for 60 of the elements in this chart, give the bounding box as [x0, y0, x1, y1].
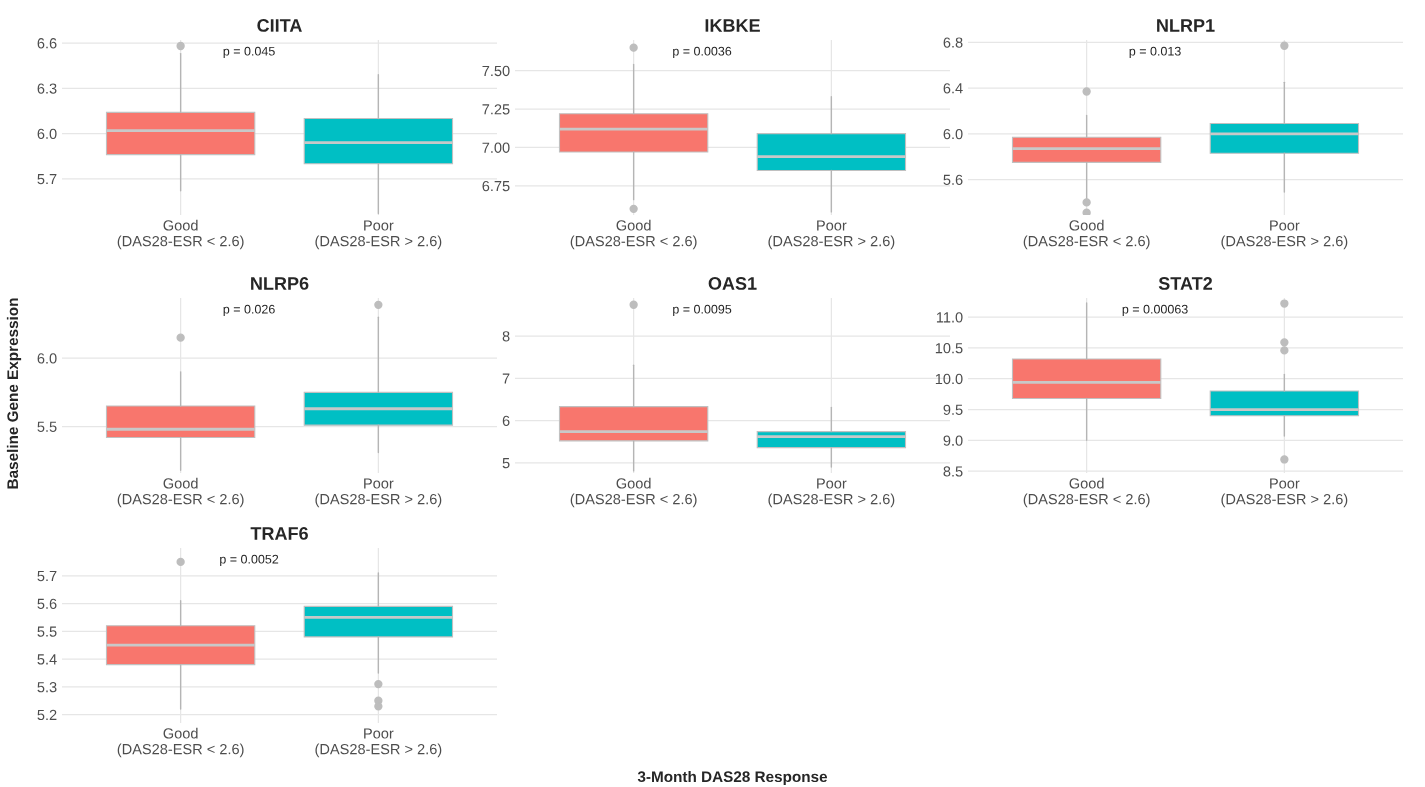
y-tick-label: 5.5 [37, 626, 57, 637]
y-tick-label: 5.2 [37, 709, 57, 721]
annotation: p = 0.00063 [1122, 304, 1188, 317]
annotation: p = 0.0052 [220, 554, 279, 567]
x-tick-label: Good (DAS28-ESR < 2.6) [570, 219, 697, 250]
x-tick-label: Poor (DAS28-ESR > 2.6) [315, 478, 442, 508]
x-tick-label: Poor (DAS28-ESR > 2.6) [768, 220, 895, 250]
y-tick-label: 6.0 [37, 128, 57, 139]
y-tick-label: 8.5 [943, 466, 963, 477]
x-tick-label: Good (DAS28-ESR < 2.6) [117, 727, 244, 758]
annotation: p = 0.026 [223, 304, 275, 317]
x-tick-label: Poor (DAS28-ESR > 2.6) [315, 728, 442, 758]
y-tick-label: 7.25 [482, 104, 510, 115]
annotation: p = 0.0095 [673, 304, 732, 317]
y-tick-label: 5 [502, 458, 510, 469]
y-tick-label: 6.0 [943, 128, 963, 140]
y-tick-label: 5.5 [37, 421, 57, 432]
x-tick-label: Good (DAS28-ESR < 2.6) [570, 477, 697, 508]
y-tick-label: 6.4 [943, 83, 963, 94]
y-tick-label: 5.7 [37, 174, 57, 185]
y-tick-label: 5.3 [37, 681, 57, 693]
y-tick-label: 5.7 [37, 571, 57, 582]
annotation: p = 0.013 [1129, 46, 1181, 59]
y-tick-label: 10.5 [935, 343, 963, 354]
x-tick-label: Poor (DAS28-ESR > 2.6) [315, 220, 442, 250]
y-tick-label: 8 [502, 331, 510, 342]
y-tick-label: 6.75 [482, 180, 510, 192]
annotation: p = 0.045 [223, 46, 275, 59]
x-tick-label: Good (DAS28-ESR < 2.6) [1023, 477, 1150, 508]
y-tick-label: 6.3 [37, 83, 57, 94]
chart-title: OAS1 [708, 277, 757, 290]
chart-title: TRAF6 [250, 527, 308, 540]
x-tick-label: Good (DAS28-ESR < 2.6) [1023, 219, 1150, 250]
y-tick-label: 11.0 [936, 312, 963, 323]
y-tick-label: 10.0 [935, 373, 963, 385]
y-tick-label: 7.00 [482, 142, 510, 153]
chart-title: NLRP6 [251, 277, 309, 290]
x-tick-label: Poor (DAS28-ESR > 2.6) [768, 478, 895, 508]
y-tick-label: 7 [502, 373, 510, 384]
y-tick-label: 6 [502, 415, 510, 427]
chart-title: CIITA [257, 19, 302, 32]
y-tick-label: 5.4 [37, 654, 57, 665]
x-axis-title: 3-Month DAS28 Response [637, 770, 828, 786]
y-tick-label: 5.6 [943, 174, 963, 185]
chart-title: STAT2 [1158, 277, 1213, 290]
y-tick-label: 9.0 [943, 435, 963, 446]
y-tick-label: 7.50 [482, 65, 510, 77]
y-tick-label: 6.8 [943, 37, 963, 48]
chart-title: IKBKE [705, 19, 760, 32]
x-tick-label: Poor (DAS28-ESR > 2.6) [1221, 478, 1348, 508]
y-axis-title: Baseline Gene Expression [6, 298, 22, 489]
annotation: p = 0.0036 [673, 46, 732, 59]
y-tick-label: 6.0 [37, 353, 57, 364]
x-tick-label: Poor (DAS28-ESR > 2.6) [1221, 220, 1348, 250]
chart-title: NLRP1 [1157, 19, 1215, 32]
x-tick-label: Good (DAS28-ESR < 2.6) [117, 477, 244, 508]
y-tick-label: 5.6 [37, 598, 57, 609]
y-tick-label: 6.6 [37, 38, 57, 49]
y-tick-label: 9.5 [943, 404, 963, 415]
x-tick-label: Good (DAS28-ESR < 2.6) [117, 219, 244, 250]
